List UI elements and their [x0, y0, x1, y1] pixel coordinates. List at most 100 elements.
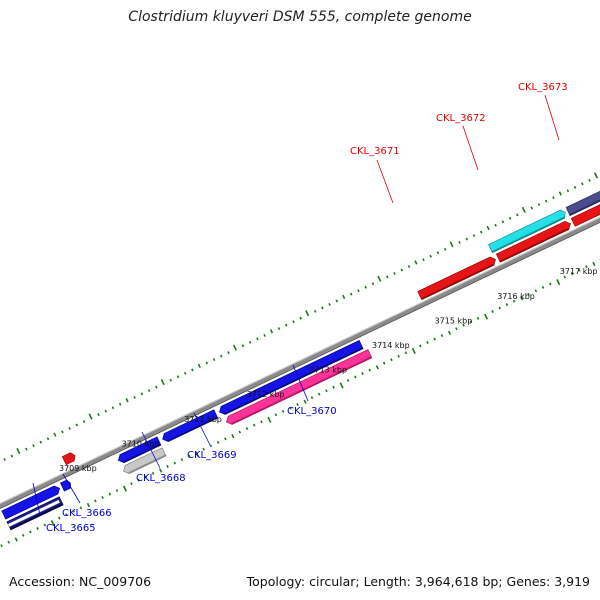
- tick-mark: [521, 206, 526, 213]
- tick-mark: [65, 513, 68, 517]
- tick-mark: [419, 344, 422, 348]
- tick-mark: [133, 395, 136, 399]
- tick-row-inner: [0, 258, 600, 548]
- tick-mark: [88, 413, 93, 420]
- feature-blue-small[interactable]: [60, 479, 72, 492]
- tick-mark: [433, 337, 436, 341]
- tick-mark: [227, 351, 230, 355]
- tick-mark: [79, 506, 83, 510]
- tick-mark: [296, 403, 299, 406]
- tick-mark: [155, 385, 158, 389]
- feature-ckl-3669-b[interactable]: [161, 409, 219, 444]
- tick-mark: [248, 340, 252, 344]
- tick-mark: [310, 396, 314, 400]
- tick-mark: [411, 347, 416, 355]
- tick-mark: [231, 434, 235, 439]
- tick-mark: [202, 447, 205, 451]
- tick-mark: [285, 323, 288, 327]
- tick-mark: [108, 492, 112, 496]
- tick-mark: [556, 279, 561, 286]
- tick-mark: [159, 468, 163, 473]
- tick-mark: [260, 420, 263, 424]
- tick-mark: [364, 285, 367, 289]
- tick-label: 3710 kbp: [122, 439, 160, 448]
- tick-mark: [486, 225, 490, 231]
- tick-mark: [422, 258, 425, 262]
- tick-mark: [325, 389, 328, 393]
- tick-mark: [339, 382, 344, 389]
- tick-mark: [94, 499, 97, 503]
- gene-label-ckl-3668[interactable]: CKL_3668: [136, 473, 186, 484]
- tick-mark: [53, 432, 57, 437]
- tick-mark: [3, 457, 6, 461]
- feature-ckl-3671[interactable]: [417, 255, 498, 300]
- tick-mark: [570, 272, 574, 276]
- tick-mark: [447, 330, 452, 335]
- feature-ckl-3670[interactable]: [224, 349, 373, 427]
- tick-mark: [354, 375, 357, 379]
- gene-label-ckl-3669[interactable]: CKL_3669: [187, 450, 237, 461]
- gene-label-ckl-3672[interactable]: CKL_3672: [436, 113, 486, 124]
- tick-mark: [476, 316, 480, 320]
- tick-mark: [440, 334, 444, 338]
- tick-mark: [21, 533, 25, 537]
- tick-mark: [137, 478, 140, 482]
- feature-ckl-3673-red[interactable]: [570, 186, 600, 227]
- tick-labels: 3709 kbp 3710 kbp 3711 kbp 3712 kbp 3713 kbp…: [59, 267, 598, 473]
- tick-mark: [10, 454, 14, 458]
- tick-mark: [224, 437, 227, 441]
- tick-mark: [183, 371, 187, 375]
- tick-mark: [122, 485, 128, 492]
- tick-mark: [469, 320, 473, 324]
- tick-mark: [86, 502, 91, 508]
- tick-mark: [335, 299, 339, 303]
- tick-mark: [508, 216, 512, 220]
- tick-mark: [68, 426, 71, 430]
- map-title: Clostridium kluyveri DSM 555, complete g…: [128, 9, 472, 25]
- gene-label-ckl-3671[interactable]: CKL_3671: [350, 146, 400, 157]
- tick-mark: [414, 260, 418, 265]
- tick-mark: [36, 527, 39, 530]
- tick-mark: [429, 254, 432, 258]
- tick-mark: [151, 471, 155, 475]
- tick-mark: [484, 313, 489, 320]
- tick-mark: [443, 247, 447, 251]
- tick-mark: [426, 341, 429, 344]
- gene-label-ckl-3670[interactable]: CKL_3670: [287, 406, 337, 417]
- tick-mark: [256, 337, 259, 341]
- tick-mark: [382, 361, 386, 365]
- tick-mark: [212, 358, 216, 362]
- tick-mark: [407, 265, 411, 269]
- tick-mark: [592, 261, 596, 267]
- gene-label-ckl-3665[interactable]: CKL_3665: [46, 523, 96, 534]
- tick-mark: [563, 275, 566, 279]
- feature-blue-left[interactable]: [1, 484, 62, 520]
- tick-mark: [491, 310, 494, 313]
- tick-mark: [50, 520, 55, 527]
- tick-mark: [205, 361, 209, 365]
- feature-ckl-3668[interactable]: [122, 447, 167, 475]
- tick-mark: [449, 241, 454, 248]
- tick-mark: [72, 509, 75, 513]
- tick-mark: [46, 437, 50, 441]
- tick-label: 3713 kbp: [309, 366, 347, 375]
- feature-ckl-3666[interactable]: [7, 499, 61, 528]
- tick-mark: [321, 306, 324, 310]
- tick-mark: [328, 302, 331, 306]
- tick-mark: [501, 220, 505, 224]
- tick-mark: [558, 191, 562, 196]
- gene-label-ckl-3666[interactable]: CKL_3666: [62, 508, 112, 519]
- tick-mark: [537, 203, 541, 207]
- feature-ckl-3669-a[interactable]: [116, 436, 162, 464]
- gene-label-ckl-3673[interactable]: CKL_3673: [518, 82, 568, 93]
- tick-mark: [160, 379, 165, 386]
- feature-small-red[interactable]: [61, 451, 77, 466]
- tick-mark: [465, 237, 469, 241]
- tick-mark: [277, 327, 281, 331]
- tick-mark: [588, 178, 591, 182]
- tick-mark: [191, 368, 194, 372]
- feature-ckl-3670-blue[interactable]: [217, 340, 364, 416]
- tick-mark: [349, 292, 353, 296]
- tick-mark: [274, 413, 278, 417]
